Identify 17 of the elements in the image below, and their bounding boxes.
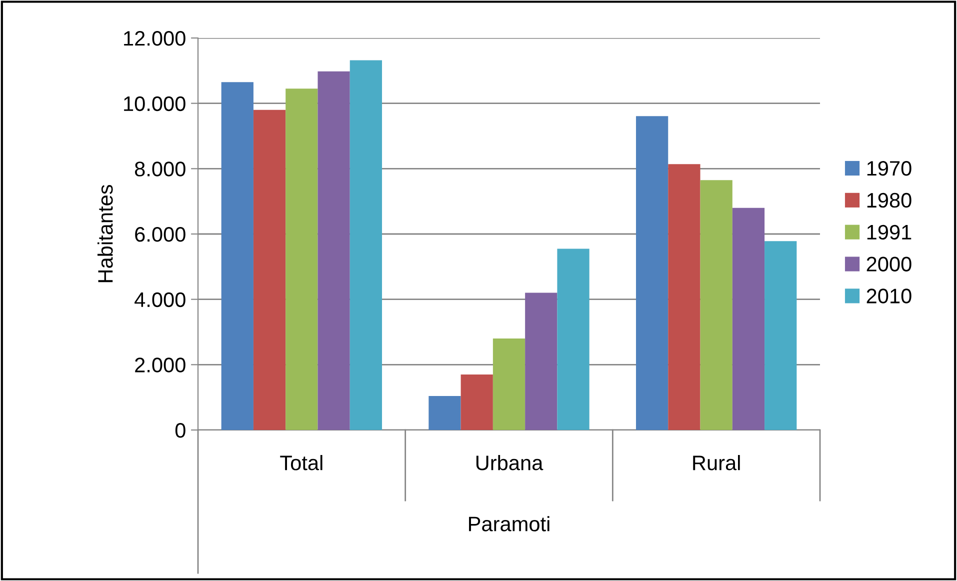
legend-label: 1991 (867, 224, 912, 240)
x-tick-label: Urbana (476, 455, 544, 470)
legend-label: 2010 (866, 288, 912, 304)
legend-label: 1980 (867, 192, 912, 208)
y-tick-label: 6.000 (135, 227, 186, 242)
legend-label: 1970 (867, 161, 912, 176)
y-tick-label: 12.000 (124, 31, 186, 46)
y-tick-label: 10.000 (124, 96, 186, 112)
legend-label: 2000 (866, 256, 912, 272)
y-tick-label: 4.000 (134, 292, 186, 308)
x-tick-label: Rural (693, 455, 740, 470)
x-axis-title: Paramoti (469, 516, 550, 532)
y-tick-label: 2.000 (135, 358, 186, 372)
y-tick-label: 0 (175, 423, 186, 438)
y-axis-title: Habitantes (98, 184, 113, 282)
x-tick-label: Total (280, 455, 322, 470)
y-tick-label: 8.000 (134, 162, 186, 176)
